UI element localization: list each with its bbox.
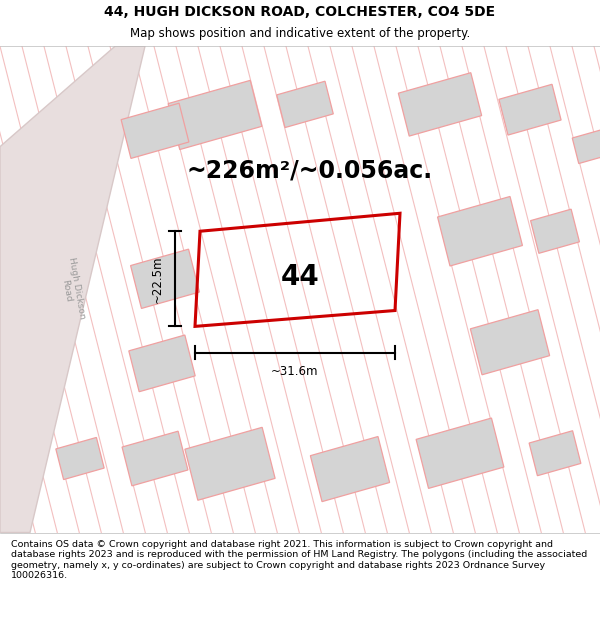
Text: 44: 44 <box>281 262 319 291</box>
Polygon shape <box>0 46 145 532</box>
Polygon shape <box>470 309 550 375</box>
Polygon shape <box>277 81 333 127</box>
Polygon shape <box>499 84 561 135</box>
Polygon shape <box>437 196 523 266</box>
Polygon shape <box>529 431 581 476</box>
Polygon shape <box>310 436 389 502</box>
Polygon shape <box>131 249 199 309</box>
Polygon shape <box>416 418 504 488</box>
Text: Map shows position and indicative extent of the property.: Map shows position and indicative extent… <box>130 27 470 40</box>
Polygon shape <box>398 72 482 136</box>
Polygon shape <box>121 103 189 158</box>
Text: ~226m²/~0.056ac.: ~226m²/~0.056ac. <box>187 159 433 183</box>
Polygon shape <box>168 81 262 149</box>
Text: Contains OS data © Crown copyright and database right 2021. This information is : Contains OS data © Crown copyright and d… <box>11 540 587 580</box>
Polygon shape <box>129 335 195 392</box>
Text: ~31.6m: ~31.6m <box>271 366 319 378</box>
Text: 44, HUGH DICKSON ROAD, COLCHESTER, CO4 5DE: 44, HUGH DICKSON ROAD, COLCHESTER, CO4 5… <box>104 4 496 19</box>
Text: ~22.5m: ~22.5m <box>151 255 163 302</box>
Polygon shape <box>572 130 600 164</box>
Text: Hugh Dickson
Road: Hugh Dickson Road <box>57 257 87 322</box>
Polygon shape <box>185 428 275 500</box>
Polygon shape <box>56 438 104 479</box>
Polygon shape <box>122 431 188 486</box>
Polygon shape <box>530 209 580 253</box>
